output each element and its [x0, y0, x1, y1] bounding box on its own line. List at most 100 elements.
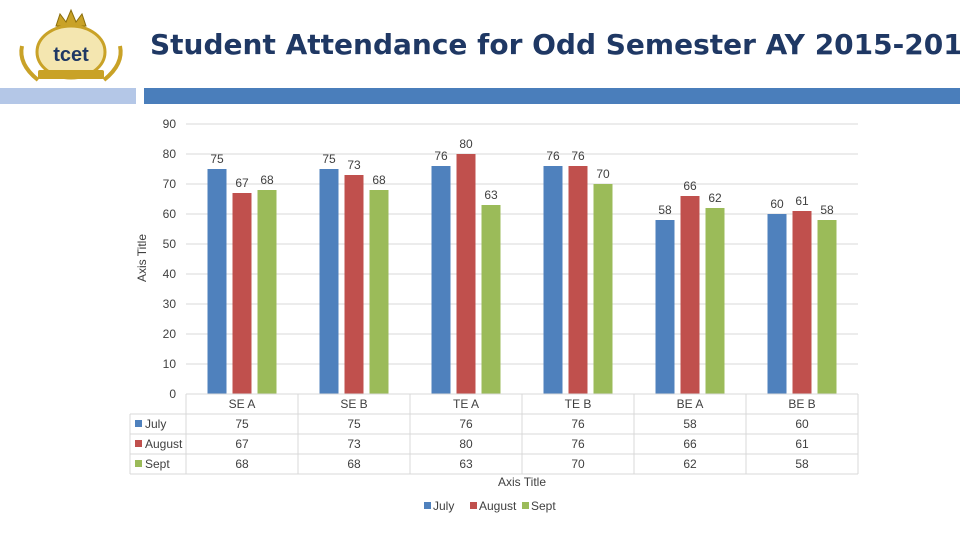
bar-sept-te-b: [593, 184, 613, 394]
bar-july-se-a: [207, 169, 227, 394]
data-label: 66: [683, 179, 697, 193]
bar-sept-se-a: [257, 190, 277, 394]
table-cell: 58: [683, 417, 697, 431]
data-label: 67: [235, 176, 249, 190]
legend-swatch-july: [135, 420, 142, 427]
table-cell: 76: [571, 437, 585, 451]
table-cell: 76: [571, 417, 585, 431]
data-label: 68: [372, 173, 386, 187]
legend-swatch-august: [470, 502, 477, 509]
table-cell: 67: [235, 437, 249, 451]
table-cell: 75: [347, 417, 361, 431]
data-label: 75: [210, 152, 224, 166]
bar-sept-be-b: [817, 220, 837, 394]
bars: [207, 154, 837, 394]
table-cell: 75: [235, 417, 249, 431]
data-labels: 75 75 76 76 58 60 67 73 80 76 66 61 68 68 63 70 62 58: [210, 137, 834, 217]
bar-july-se-b: [319, 169, 339, 394]
data-label: 62: [708, 191, 722, 205]
bar-august-te-a: [456, 154, 476, 394]
bar-august-be-a: [680, 196, 700, 394]
y-axis-title: Axis Title: [135, 234, 149, 282]
y-tick-label: 50: [163, 237, 177, 251]
x-tick-label: SE A: [229, 397, 256, 411]
laurel-right-icon: [102, 45, 123, 82]
table-cell: 66: [683, 437, 697, 451]
data-label: 70: [596, 167, 610, 181]
x-tick-label: TE A: [453, 397, 479, 411]
tcet-crest-logo: tcet: [19, 8, 123, 82]
x-tick-label: SE B: [340, 397, 367, 411]
bar-august-se-b: [344, 175, 364, 394]
data-table: SE A SE B TE A TE B BE A BE B July 75 75 76 76 58 60…: [129, 393, 859, 475]
data-label: 73: [347, 158, 361, 172]
data-label: 76: [571, 149, 585, 163]
legend-swatch-sept: [522, 502, 529, 509]
table-cell: 63: [459, 457, 473, 471]
page-title: Student Attendance for Odd Semester AY 2…: [150, 28, 960, 61]
bar-august-be-b: [792, 211, 812, 394]
bar-july-be-b: [767, 214, 787, 394]
gridlines: [186, 123, 858, 395]
y-tick-label: 60: [163, 207, 177, 221]
y-tick-label: 40: [163, 267, 177, 281]
y-tick-label: 30: [163, 297, 177, 311]
table-cell: 58: [795, 457, 809, 471]
data-label: 61: [795, 194, 809, 208]
data-label: 75: [322, 152, 336, 166]
data-label: 76: [434, 149, 448, 163]
legend-swatch-august: [135, 440, 142, 447]
table-cell: 73: [347, 437, 361, 451]
legend-label: August: [479, 499, 517, 513]
y-tick-label: 80: [163, 147, 177, 161]
bar-july-be-a: [655, 220, 675, 394]
data-label: 68: [260, 173, 274, 187]
y-tick-label: 10: [163, 357, 177, 371]
bar-july-te-a: [431, 166, 451, 394]
table-series-name: July: [145, 417, 166, 431]
x-axis-title: Axis Title: [498, 475, 546, 489]
y-tick-label: 0: [169, 387, 176, 401]
table-cell: 62: [683, 457, 697, 471]
y-tick-label: 70: [163, 177, 177, 191]
legend: July August Sept: [424, 499, 556, 513]
table-cell: 60: [795, 417, 809, 431]
attendance-chart: 75 75 76 76 58 60 67 73 80 76 66 61 68 68 63 70 62 58 0 10…: [129, 117, 859, 513]
legend-swatch-sept: [135, 460, 142, 467]
data-label: 58: [658, 203, 672, 217]
table-series-name: Sept: [145, 457, 170, 471]
x-tick-label: BE B: [788, 397, 815, 411]
y-axis-ticks: 0 10 20 30 40 50 60 70 80 90: [163, 117, 177, 401]
data-label: 80: [459, 137, 473, 151]
x-tick-label: TE B: [565, 397, 592, 411]
bar-august-se-a: [232, 193, 252, 394]
table-cell: 68: [235, 457, 249, 471]
bar-sept-se-b: [369, 190, 389, 394]
legend-label: Sept: [531, 499, 556, 513]
table-cell: 68: [347, 457, 361, 471]
data-label: 60: [770, 197, 784, 211]
table-cell: 80: [459, 437, 473, 451]
bar-august-te-b: [568, 166, 588, 394]
bar-sept-be-a: [705, 208, 725, 394]
header-band-dark: [144, 88, 960, 104]
crest-banner: [38, 70, 104, 79]
legend-swatch-july: [424, 502, 431, 509]
data-label: 63: [484, 188, 498, 202]
bar-sept-te-a: [481, 205, 501, 394]
logo-text: tcet: [53, 44, 89, 66]
data-label: 58: [820, 203, 834, 217]
table-cell: 70: [571, 457, 585, 471]
crown-icon: [55, 8, 87, 27]
x-tick-label: BE A: [677, 397, 704, 411]
table-cell: 76: [459, 417, 473, 431]
y-tick-label: 90: [163, 117, 177, 131]
table-series-name: August: [145, 437, 183, 451]
bar-july-te-b: [543, 166, 563, 394]
data-label: 76: [546, 149, 560, 163]
table-cell: 61: [795, 437, 809, 451]
y-tick-label: 20: [163, 327, 177, 341]
legend-label: July: [433, 499, 454, 513]
laurel-left-icon: [19, 45, 40, 82]
header-band-light: [0, 88, 136, 104]
